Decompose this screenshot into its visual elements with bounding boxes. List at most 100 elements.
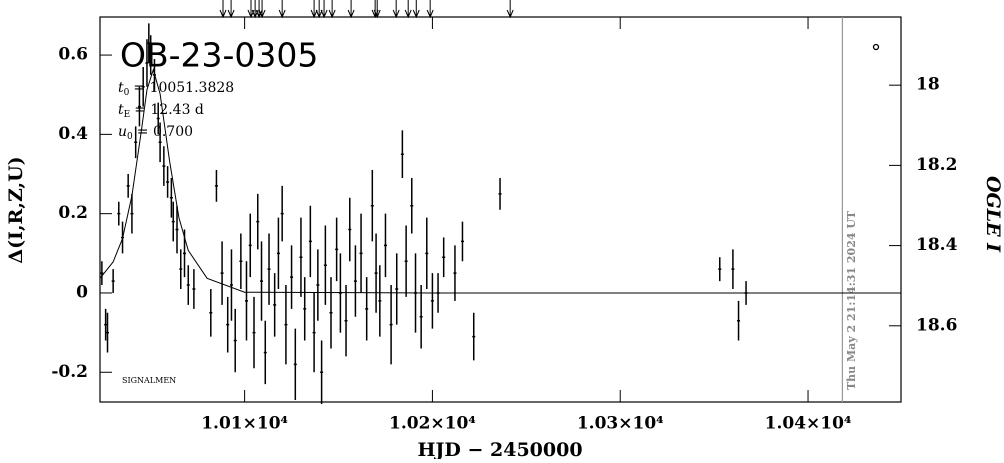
event-arrow (347, 0, 355, 19)
data-point (323, 225, 327, 305)
y2-tick-label: 18.4 (916, 235, 958, 255)
parameter-symbol: t (118, 80, 124, 96)
data-point (100, 261, 104, 286)
data-point (320, 340, 324, 404)
data-point (737, 300, 741, 341)
parameter-subscript: E (124, 110, 131, 120)
event-arrow (247, 0, 255, 19)
parameter-symbol: t (118, 102, 124, 118)
parameter: u0 = 0.700 (118, 124, 193, 142)
data-point (126, 174, 130, 198)
data-point (134, 126, 138, 159)
y2-tick-label: 18 (916, 75, 940, 95)
data-point (267, 233, 271, 305)
parameter-subscript: 0 (127, 132, 133, 142)
y-tick-label: 0 (76, 282, 88, 302)
data-point (169, 177, 173, 218)
data-point (498, 177, 502, 210)
data-point (220, 241, 224, 305)
data-point (273, 273, 277, 337)
data-point (370, 170, 374, 242)
data-point (175, 205, 179, 254)
event-arrow (506, 0, 514, 19)
data-point (344, 285, 348, 357)
event-arrow (278, 0, 286, 19)
y-axis-label: Δ(I,R,Z,U) (5, 156, 27, 263)
y2-tick-label: 18.6 (916, 315, 957, 335)
data-point (338, 253, 342, 333)
data-point (256, 193, 260, 250)
data-point (410, 177, 414, 234)
data-point (290, 245, 294, 309)
data-point (442, 237, 446, 278)
data-point (460, 221, 464, 262)
data-point (284, 285, 288, 365)
data-point (152, 59, 156, 91)
event-arrow (412, 0, 420, 19)
parameter-symbol: u (118, 124, 127, 140)
x-tick-label: 1.02×10⁴ (389, 414, 476, 434)
event-arrow (404, 0, 412, 19)
data-point (214, 170, 218, 202)
data-point (348, 197, 352, 262)
data-point (436, 273, 440, 313)
plot-frame (99, 16, 902, 403)
y-tick-label: 0.2 (58, 203, 88, 223)
y2-tick-label: 18.2 (916, 155, 957, 175)
y-tick-label: 0.4 (58, 124, 88, 144)
parameter-value: = 10051.3828 (133, 80, 234, 96)
data-point (166, 166, 170, 198)
data-point (149, 35, 153, 75)
event-arrow (426, 0, 434, 19)
credit: SIGNALMEN (122, 376, 176, 385)
y-tick-label: 0.6 (58, 45, 88, 65)
data-point (335, 217, 339, 282)
data-point (252, 296, 256, 369)
x-tick-label: 1.04×10⁴ (765, 414, 852, 434)
data-point (404, 225, 408, 297)
data-point (374, 233, 378, 313)
y-tick-label: -0.2 (51, 362, 88, 382)
event-arrow (392, 0, 400, 19)
event-arrow (328, 0, 336, 19)
y2-axis-label: OGLE I (982, 176, 1004, 253)
data-point (145, 39, 149, 87)
data-point (276, 217, 280, 289)
data-point (158, 122, 162, 163)
data-point (430, 273, 434, 329)
data-point (299, 217, 303, 297)
parameter-value: = 0.700 (137, 124, 193, 140)
data-point (179, 249, 183, 289)
data-point (718, 257, 722, 282)
data-point (383, 213, 387, 278)
data-point (192, 269, 196, 309)
event-arrow (315, 0, 323, 19)
data-point (365, 277, 369, 341)
data-point (389, 285, 393, 365)
data-point (171, 201, 175, 242)
data-point (137, 86, 141, 127)
data-point (312, 292, 316, 373)
data-point (244, 261, 248, 341)
data-point (280, 185, 284, 242)
data-point (226, 296, 230, 353)
data-point (303, 277, 307, 341)
parameter-subscript: 0 (124, 88, 130, 98)
data-point (731, 249, 735, 289)
data-point (121, 221, 125, 254)
data-point (260, 241, 264, 321)
data-point (329, 277, 333, 349)
data-point (104, 308, 108, 341)
parameter: t0 = 10051.3828 (118, 80, 234, 98)
data-point (147, 23, 151, 63)
data-point (229, 249, 233, 321)
data-point (130, 193, 134, 234)
data-point (293, 328, 297, 401)
data-point (453, 245, 457, 301)
data-point (414, 253, 418, 333)
data-point (316, 249, 320, 321)
chart-title: OB-23-0305 (120, 36, 318, 75)
parameter: tE = 12.43 d (118, 102, 204, 120)
x-axis-label: HJD − 2450000 (417, 439, 582, 459)
data-point (162, 146, 166, 186)
